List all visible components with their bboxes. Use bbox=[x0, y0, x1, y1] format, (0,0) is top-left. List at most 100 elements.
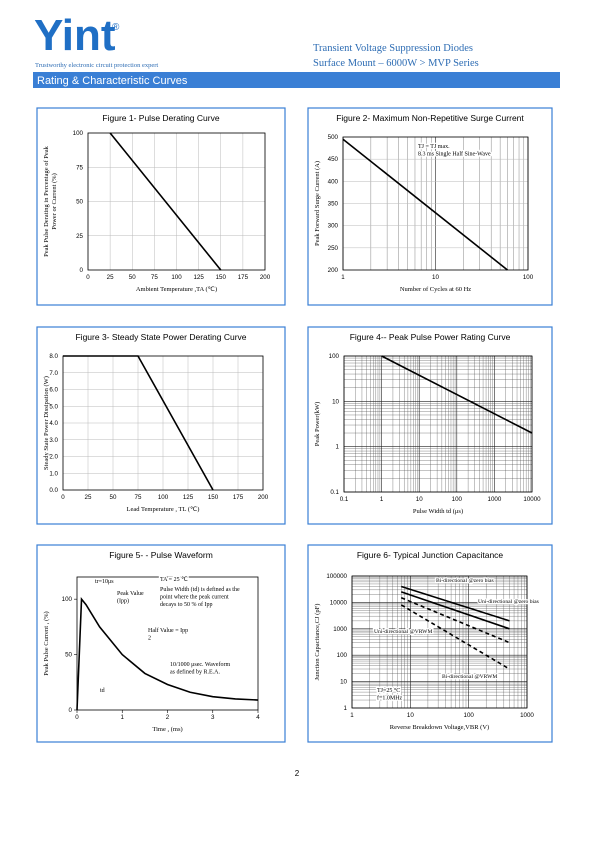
line-series bbox=[342, 138, 508, 271]
y-tick-label: 7.0 bbox=[49, 370, 58, 377]
chart-frame bbox=[307, 326, 553, 525]
annotation: TA = 25 ℃ bbox=[160, 577, 188, 583]
line-series bbox=[381, 355, 533, 434]
chart-frame bbox=[307, 107, 553, 306]
chart-frame bbox=[36, 544, 286, 743]
x-tick-label: 2 bbox=[166, 714, 170, 721]
y-tick-label: 100 bbox=[73, 130, 84, 137]
y-tick-label: 8.0 bbox=[49, 353, 58, 360]
plot-area bbox=[342, 136, 529, 271]
chart-title: Figure 3- Steady State Power Derating Cu… bbox=[75, 332, 246, 342]
x-tick-label: 0.1 bbox=[340, 496, 349, 503]
x-tick-label: 125 bbox=[183, 494, 194, 501]
chart-frame bbox=[36, 107, 286, 306]
y-tick-label: 3.0 bbox=[49, 437, 58, 444]
plot-area bbox=[343, 355, 533, 493]
line-series bbox=[400, 597, 510, 644]
line-series bbox=[401, 591, 510, 630]
chart-title: Figure 4-- Peak Pulse Power Rating Curve bbox=[350, 332, 511, 342]
x-tick-label: 0 bbox=[86, 274, 90, 281]
y-axis-label: Peak Pulse Derating in Percentage of Pea… bbox=[43, 145, 50, 257]
plot-area bbox=[87, 132, 266, 271]
x-tick-label: 75 bbox=[151, 274, 158, 281]
page-number: 2 bbox=[295, 769, 300, 778]
x-axis-label: Pulse Width td (μs) bbox=[413, 508, 463, 515]
x-axis-label: Time , (ms) bbox=[152, 726, 182, 733]
chart-title: Figure 6- Typical Junction Capacitance bbox=[357, 550, 504, 560]
y-tick-label: 200 bbox=[328, 267, 339, 274]
y-tick-label: 10000 bbox=[330, 599, 348, 606]
x-tick-label: 175 bbox=[238, 274, 249, 281]
x-tick-label: 3 bbox=[211, 714, 215, 721]
annotation: (Ipp) bbox=[117, 598, 129, 605]
x-axis-label: Ambient Temperature ,TA (℃) bbox=[136, 286, 217, 293]
x-tick-label: 75 bbox=[135, 494, 142, 501]
tagline: Trustworthy electronic circuit protectio… bbox=[35, 62, 158, 69]
y-tick-label: 100 bbox=[62, 596, 73, 603]
x-tick-label: 100 bbox=[158, 494, 169, 501]
x-tick-label: 25 bbox=[85, 494, 92, 501]
chart-title: Figure 1- Pulse Derating Curve bbox=[102, 113, 219, 123]
chart-frame bbox=[36, 326, 286, 525]
x-tick-label: 1000 bbox=[488, 496, 502, 503]
y-axis-label: Junction Capacitance,CJ (pF) bbox=[314, 604, 321, 681]
annotation: td bbox=[100, 688, 105, 694]
line-series bbox=[109, 132, 222, 271]
y-tick-label: 100 bbox=[329, 353, 340, 360]
x-tick-label: 1 bbox=[121, 714, 125, 721]
section-title: Rating & Characteristic Curves bbox=[37, 75, 188, 87]
y-axis-label: Power or Current (%) bbox=[51, 173, 58, 230]
x-tick-label: 1 bbox=[341, 274, 345, 281]
x-tick-label: 175 bbox=[233, 494, 244, 501]
y-tick-label: 50 bbox=[65, 652, 72, 659]
x-tick-label: 1 bbox=[380, 496, 384, 503]
x-tick-label: 100 bbox=[452, 496, 463, 503]
annotation: TJ=25 °C bbox=[377, 687, 400, 694]
y-axis-label: Peak Pulse Current , (%) bbox=[43, 611, 50, 675]
x-tick-label: 25 bbox=[107, 274, 114, 281]
y-tick-label: 250 bbox=[328, 245, 339, 252]
y-tick-label: 4.0 bbox=[49, 420, 58, 427]
x-tick-label: 50 bbox=[110, 494, 117, 501]
x-tick-label: 0 bbox=[75, 714, 79, 721]
registered-mark: ® bbox=[112, 22, 120, 33]
series-label: Bi-directional @VRWM bbox=[442, 674, 497, 680]
x-tick-label: 50 bbox=[129, 274, 136, 281]
header-title: Transient Voltage Suppression Diodes bbox=[313, 43, 473, 54]
y-tick-label: 1.0 bbox=[49, 470, 58, 477]
x-tick-label: 10000 bbox=[523, 496, 541, 503]
line-series bbox=[63, 355, 214, 491]
y-tick-label: 10 bbox=[340, 679, 347, 686]
x-tick-label: 1 bbox=[350, 712, 354, 719]
y-tick-label: 5.0 bbox=[49, 403, 58, 410]
plot-area bbox=[62, 355, 264, 491]
y-tick-label: 100 bbox=[337, 652, 348, 659]
x-tick-label: 200 bbox=[260, 274, 271, 281]
x-tick-label: 10 bbox=[407, 712, 414, 719]
annotation: decays to 50 % of Ipp bbox=[160, 601, 213, 608]
annotation: point where the peak current bbox=[160, 595, 229, 601]
y-tick-label: 1 bbox=[336, 444, 340, 451]
annotation: f=1.0MHz bbox=[377, 695, 403, 702]
y-tick-label: 300 bbox=[328, 223, 339, 230]
y-tick-label: 0.0 bbox=[49, 487, 58, 494]
x-tick-label: 200 bbox=[258, 494, 269, 501]
logo: Yint bbox=[34, 11, 116, 60]
x-tick-label: 10 bbox=[416, 496, 423, 503]
y-tick-label: 400 bbox=[328, 178, 339, 185]
y-axis-label: Steady State Power Dissipation (W) bbox=[43, 376, 50, 470]
y-tick-label: 1 bbox=[344, 705, 348, 712]
y-tick-label: 100000 bbox=[326, 573, 347, 580]
section-bar bbox=[33, 72, 560, 88]
y-tick-label: 10 bbox=[332, 398, 339, 405]
annotation: as defined by R.E.A. bbox=[170, 669, 220, 676]
series-label: Uni-directional @VRWM bbox=[374, 629, 432, 635]
x-tick-label: 10 bbox=[432, 274, 439, 281]
y-tick-label: 25 bbox=[76, 233, 83, 240]
y-axis-label: Peak Forward Surge Current (A) bbox=[314, 161, 321, 246]
annotation: 8.3 ms Single Half Sine-Wave bbox=[418, 151, 491, 158]
x-axis-label: Reverse Breakdown Voltage,VBR (V) bbox=[390, 724, 489, 731]
plot-area bbox=[351, 575, 528, 709]
line-series bbox=[401, 585, 510, 622]
